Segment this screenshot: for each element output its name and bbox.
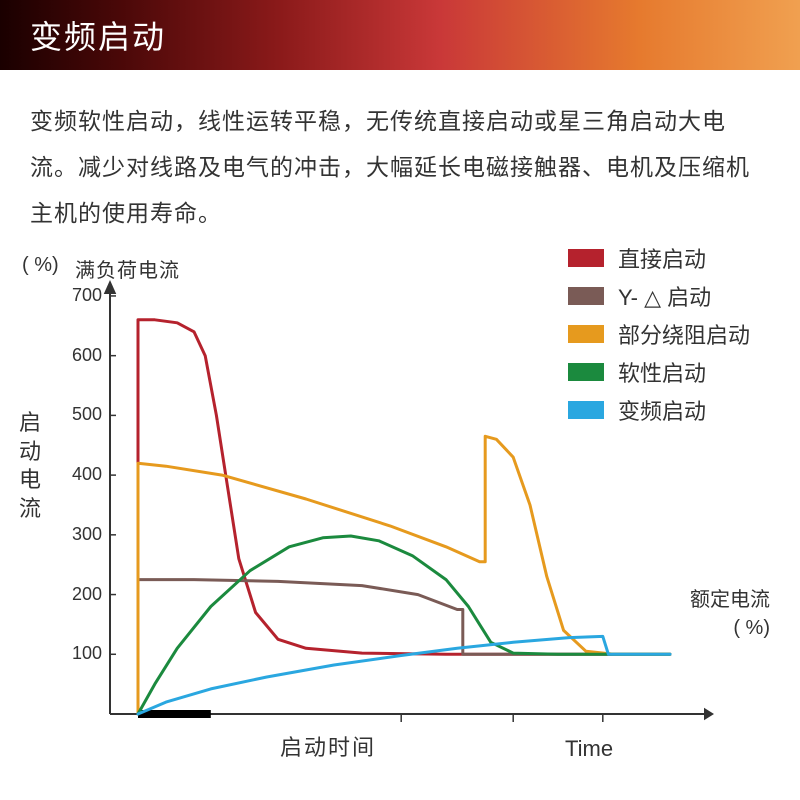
header-banner: 变频启动 bbox=[0, 0, 800, 70]
legend-label: 软性启动 bbox=[618, 356, 706, 388]
legend-swatch bbox=[568, 363, 604, 381]
x-axis-time-label: Time bbox=[565, 736, 613, 762]
chart-container: ( %) 满负荷电流 启动电流 100200300400500600700 额定… bbox=[0, 254, 800, 774]
legend-item: 变频启动 bbox=[568, 394, 750, 426]
legend-swatch bbox=[568, 401, 604, 419]
description-text: 变频软性启动，线性运转平稳，无传统直接启动或星三角启动大电流。减少对线路及电气的… bbox=[0, 70, 800, 254]
header-title: 变频启动 bbox=[30, 12, 166, 58]
legend-swatch bbox=[568, 325, 604, 343]
x-axis-label: 启动时间 bbox=[280, 730, 376, 762]
legend-item: 直接启动 bbox=[568, 242, 750, 274]
legend-label: 变频启动 bbox=[618, 394, 706, 426]
legend-item: Y- △ 启动 bbox=[568, 280, 750, 312]
series-vfd bbox=[138, 636, 670, 714]
rated-current-label: 额定电流 ( %) bbox=[690, 586, 770, 642]
legend-swatch bbox=[568, 249, 604, 267]
legend-label: Y- △ 启动 bbox=[618, 280, 711, 312]
legend: 直接启动 Y- △ 启动部分绕阻启动软性启动变频启动 bbox=[568, 242, 750, 432]
legend-item: 部分绕阻启动 bbox=[568, 318, 750, 350]
legend-item: 软性启动 bbox=[568, 356, 750, 388]
legend-label: 直接启动 bbox=[618, 242, 706, 274]
series-partial bbox=[138, 436, 670, 714]
legend-swatch bbox=[568, 287, 604, 305]
legend-label: 部分绕阻启动 bbox=[618, 318, 750, 350]
